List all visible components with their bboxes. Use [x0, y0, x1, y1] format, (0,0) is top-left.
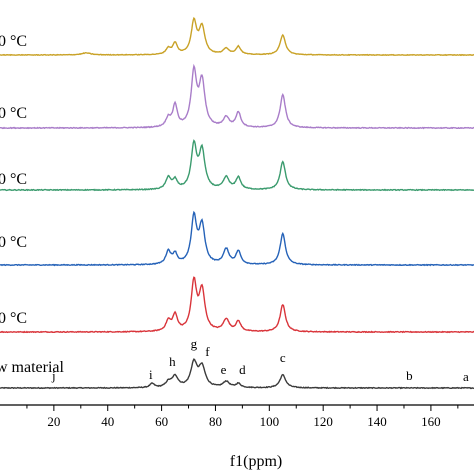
- peak-label-j: j: [51, 368, 56, 383]
- x-axis: 20 40 60 80 100 120 140 160: [0, 404, 474, 429]
- series-line-2: [0, 276, 474, 334]
- x-tick-label: 60: [155, 414, 168, 429]
- peak-label-d: d: [239, 362, 246, 377]
- peak-label-g: g: [191, 336, 198, 351]
- peak-label-i: i: [149, 367, 153, 382]
- x-tick-label: 80: [209, 414, 222, 429]
- peak-label-e: e: [221, 362, 227, 377]
- series-line-3: [0, 210, 474, 267]
- series-label-2: 0 °C: [0, 310, 27, 327]
- series-line-1: [0, 358, 474, 390]
- x-tick-label: 20: [47, 414, 60, 429]
- peak-label-a: a: [463, 369, 469, 384]
- series-label-4: 0 °C: [0, 171, 27, 188]
- series-label-6: 0 °C: [0, 33, 27, 50]
- x-tick-label: 160: [421, 414, 441, 429]
- series-label-3: 0 °C: [0, 234, 27, 251]
- series-line-5: [0, 63, 474, 130]
- x-tick-label: 120: [313, 414, 333, 429]
- peak-label-h: h: [169, 354, 176, 369]
- peak-label-c: c: [280, 350, 286, 365]
- x-tick-label: 40: [101, 414, 114, 429]
- x-tick-label: 140: [367, 414, 387, 429]
- x-tick-label: 100: [260, 414, 280, 429]
- series-label-1: w material: [0, 359, 65, 376]
- x-axis-title: f1(ppm): [230, 453, 282, 470]
- series-line-6: [0, 16, 474, 57]
- series-layer: [0, 16, 474, 390]
- peak-label-f: f: [205, 344, 210, 359]
- series-label-5: 0 °C: [0, 105, 27, 122]
- series-line-4: [0, 139, 474, 192]
- peak-label-b: b: [406, 368, 413, 383]
